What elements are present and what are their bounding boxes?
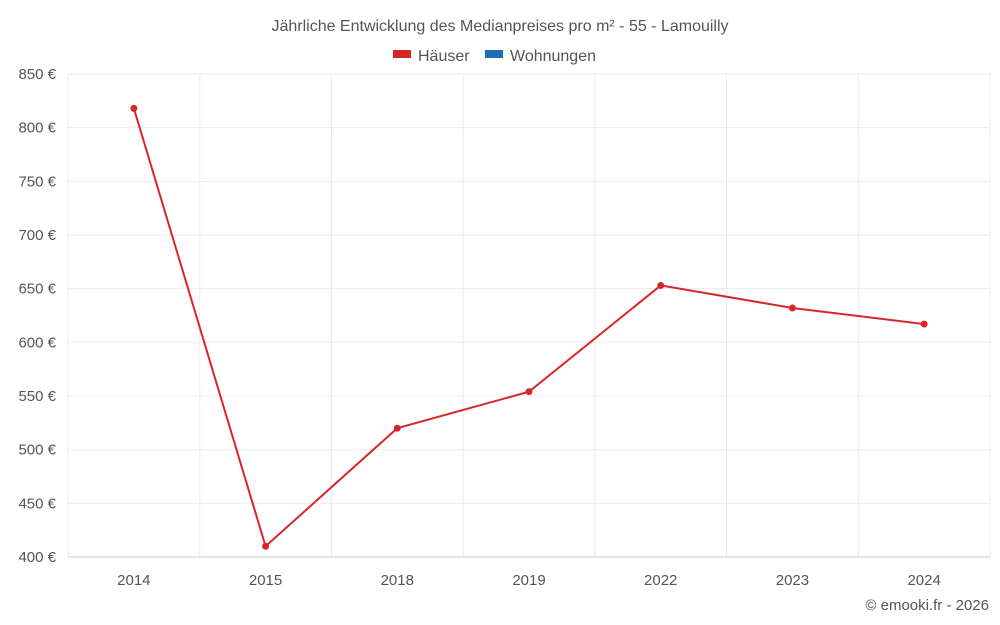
y-axis-ticks: 400 € 450 € 500 € 550 € 600 € 650 € 700 € 750 €… bbox=[18, 66, 56, 566]
legend-swatch-wohnungen bbox=[485, 50, 503, 58]
x-tick-label: 2018 bbox=[381, 572, 414, 589]
data-point[interactable] bbox=[393, 424, 401, 432]
y-tick-label: 750 € bbox=[18, 173, 56, 190]
data-point[interactable] bbox=[788, 304, 796, 312]
y-tick-label: 450 € bbox=[18, 495, 56, 512]
x-tick-label: 2015 bbox=[249, 572, 282, 589]
x-tick-label: 2022 bbox=[644, 572, 677, 589]
y-tick-label: 600 € bbox=[18, 334, 56, 351]
x-gridlines bbox=[67, 74, 991, 557]
series-group bbox=[130, 104, 928, 550]
y-gridlines bbox=[68, 73, 990, 504]
legend-label-haeuser[interactable]: Häuser bbox=[418, 48, 470, 65]
legend-label-wohnungen[interactable]: Wohnungen bbox=[510, 48, 596, 65]
y-tick-label: 850 € bbox=[18, 66, 56, 83]
data-point[interactable] bbox=[525, 388, 533, 396]
credit-text: © emooki.fr - 2026 bbox=[865, 597, 989, 614]
data-point[interactable] bbox=[920, 320, 928, 328]
x-tick-label: 2014 bbox=[117, 572, 150, 589]
chart-title: Jährliche Entwicklung des Medianpreises … bbox=[271, 18, 728, 35]
x-tick-label: 2024 bbox=[907, 572, 940, 589]
legend-swatch-haeuser bbox=[393, 50, 411, 58]
y-tick-label: 550 € bbox=[18, 388, 56, 405]
y-tick-label: 400 € bbox=[18, 549, 56, 566]
data-point[interactable] bbox=[657, 281, 665, 289]
y-tick-label: 500 € bbox=[18, 442, 56, 459]
x-tick-label: 2023 bbox=[776, 572, 809, 589]
y-tick-label: 650 € bbox=[18, 281, 56, 298]
y-tick-label: 700 € bbox=[18, 227, 56, 244]
legend: Häuser Wohnungen bbox=[393, 48, 596, 65]
x-axis-ticks: 2014 2015 2018 2019 2022 2023 2024 bbox=[117, 572, 941, 589]
data-point[interactable] bbox=[262, 542, 270, 550]
data-point[interactable] bbox=[130, 104, 138, 112]
y-tick-label: 800 € bbox=[18, 120, 56, 137]
x-tick-label: 2019 bbox=[512, 572, 545, 589]
series-line-0 bbox=[132, 108, 925, 549]
